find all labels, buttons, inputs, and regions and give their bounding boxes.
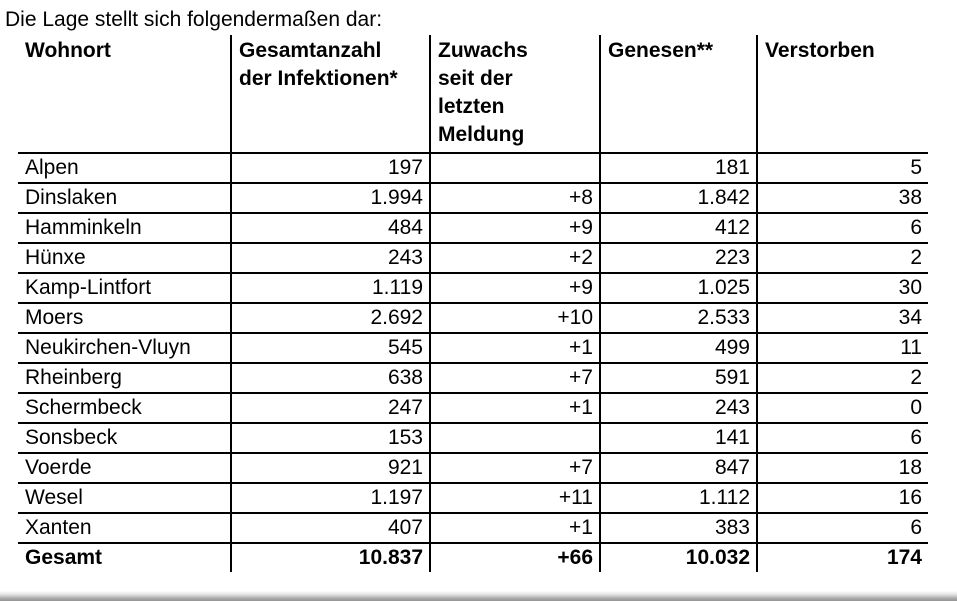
table-row: Wesel 1.197 +11 1.112 16 (18, 483, 928, 515)
cell-wohnort: Neukirchen-Vluyn (18, 333, 232, 365)
cell-gesamtanzahl: 484 (231, 213, 431, 245)
cell-genesen: 181 (600, 153, 758, 185)
cell-genesen: 1.112 (600, 483, 758, 515)
table-row: Kamp-Lintfort 1.119 +9 1.025 30 (18, 273, 928, 305)
cell-verstorben: 0 (757, 393, 928, 425)
cell-verstorben: 34 (757, 303, 928, 335)
cell-wohnort: Schermbeck (18, 393, 232, 425)
cell-genesen: 243 (600, 393, 758, 425)
cell-verstorben: 5 (757, 153, 928, 185)
cell-wohnort: Xanten (18, 513, 232, 545)
cell-verstorben: 30 (757, 273, 928, 305)
cell-wohnort: Wesel (18, 483, 232, 515)
cell-verstorben: 6 (757, 423, 928, 455)
cell-verstorben: 2 (757, 363, 928, 395)
cell-genesen: 412 (600, 213, 758, 245)
column-header-genesen: Genesen** (600, 35, 758, 155)
column-header-wohnort: Wohnort (18, 35, 232, 155)
cell-zuwachs: +1 (430, 333, 601, 365)
cell-gesamtanzahl: 2.692 (231, 303, 431, 335)
cell-verstorben: 38 (757, 183, 928, 215)
cell-wohnort: Hünxe (18, 243, 232, 275)
cell-gesamtanzahl: 921 (231, 453, 431, 485)
cell-genesen: 591 (600, 363, 758, 395)
cell-gesamtanzahl: 638 (231, 363, 431, 395)
cell-zuwachs: +8 (430, 183, 601, 215)
cell-zuwachs: +11 (430, 483, 601, 515)
table-row: Schermbeck 247 +1 243 0 (18, 393, 928, 425)
cell-total-verstorben: 174 (886, 546, 922, 570)
bottom-divider-bar (0, 591, 957, 601)
cell-genesen: 499 (600, 333, 758, 365)
table-body: Alpen 197 181 5 Dinslaken 1.994 +8 1.842 38 Hammi… (18, 153, 928, 545)
cell-wohnort: Sonsbeck (18, 423, 232, 455)
header-row: Wohnort Gesamtanzahl der Infektionen* Zu… (18, 35, 928, 155)
cell-genesen: 1.025 (600, 273, 758, 305)
table-row: Hünxe 243 +2 223 2 (18, 243, 928, 275)
table-header: Wohnort Gesamtanzahl der Infektionen* Zu… (18, 35, 928, 155)
cell-total-wohnort: Gesamt (18, 543, 232, 573)
cell-wohnort: Alpen (18, 153, 232, 185)
cell-zuwachs (430, 153, 601, 185)
table-row: Rheinberg 638 +7 591 2 (18, 363, 928, 395)
cell-zuwachs: +7 (430, 363, 601, 395)
cell-wohnort: Voerde (18, 453, 232, 485)
cell-verstorben: 6 (757, 513, 928, 545)
cell-gesamtanzahl: 1.197 (231, 483, 431, 515)
cell-verstorben: 2 (757, 243, 928, 275)
cell-total-gesamtanzahl: 10.837 (231, 543, 431, 573)
cell-genesen: 383 (600, 513, 758, 545)
table-row: Xanten 407 +1 383 6 (18, 513, 928, 545)
cell-verstorben: 16 (757, 483, 928, 515)
cell-zuwachs: +10 (430, 303, 601, 335)
table-row: Neukirchen-Vluyn 545 +1 499 11 (18, 333, 928, 365)
infection-stats-table: Wohnort Gesamtanzahl der Infektionen* Zu… (18, 35, 928, 573)
cell-genesen: 2.533 (600, 303, 758, 335)
intro-text: Die Lage stellt sich folgendermaßen dar: (5, 8, 383, 31)
cell-wohnort: Kamp-Lintfort (18, 273, 232, 305)
column-header-gesamtanzahl: Gesamtanzahl der Infektionen* (231, 35, 431, 155)
cell-total-zuwachs: +66 (430, 543, 601, 573)
cell-gesamtanzahl: 243 (231, 243, 431, 275)
table-row: Moers 2.692 +10 2.533 34 (18, 303, 928, 335)
cell-gesamtanzahl: 247 (231, 393, 431, 425)
cell-gesamtanzahl: 1.119 (231, 273, 431, 305)
column-header-verstorben: Verstorben (757, 35, 928, 155)
cell-genesen: 141 (600, 423, 758, 455)
cell-genesen: 223 (600, 243, 758, 275)
table-row: Dinslaken 1.994 +8 1.842 38 (18, 183, 928, 215)
cell-zuwachs: +9 (430, 273, 601, 305)
table-row: Alpen 197 181 5 (18, 153, 928, 185)
cell-wohnort: Moers (18, 303, 232, 335)
cell-wohnort: Hamminkeln (18, 213, 232, 245)
cell-zuwachs: +2 (430, 243, 601, 275)
cell-zuwachs (430, 423, 601, 455)
cell-gesamtanzahl: 1.994 (231, 183, 431, 215)
cell-wohnort: Dinslaken (18, 183, 232, 215)
cell-genesen: 847 (600, 453, 758, 485)
table-row: Voerde 921 +7 847 18 (18, 453, 928, 485)
cell-zuwachs: +7 (430, 453, 601, 485)
cell-genesen: 1.842 (600, 183, 758, 215)
table-row: Hamminkeln 484 +9 412 6 (18, 213, 928, 245)
cell-verstorben: 6 (757, 213, 928, 245)
cell-verstorben: 11 (757, 333, 928, 365)
cell-gesamtanzahl: 153 (231, 423, 431, 455)
table-row: Sonsbeck 153 141 6 (18, 423, 928, 455)
cell-gesamtanzahl: 545 (231, 333, 431, 365)
total-row: Gesamt 10.837 +66 10.032 174 (18, 543, 928, 573)
cell-gesamtanzahl: 197 (231, 153, 431, 185)
cell-wohnort: Rheinberg (18, 363, 232, 395)
cell-gesamtanzahl: 407 (231, 513, 431, 545)
cell-verstorben: 18 (757, 453, 928, 485)
cell-zuwachs: +1 (430, 513, 601, 545)
cell-zuwachs: +9 (430, 213, 601, 245)
cell-total-genesen: 10.032 (600, 543, 758, 573)
cell-zuwachs: +1 (430, 393, 601, 425)
table-footer: Gesamt 10.837 +66 10.032 174 (18, 543, 928, 573)
column-header-zuwachs: Zuwachs seit der letzten Meldung (430, 35, 601, 155)
